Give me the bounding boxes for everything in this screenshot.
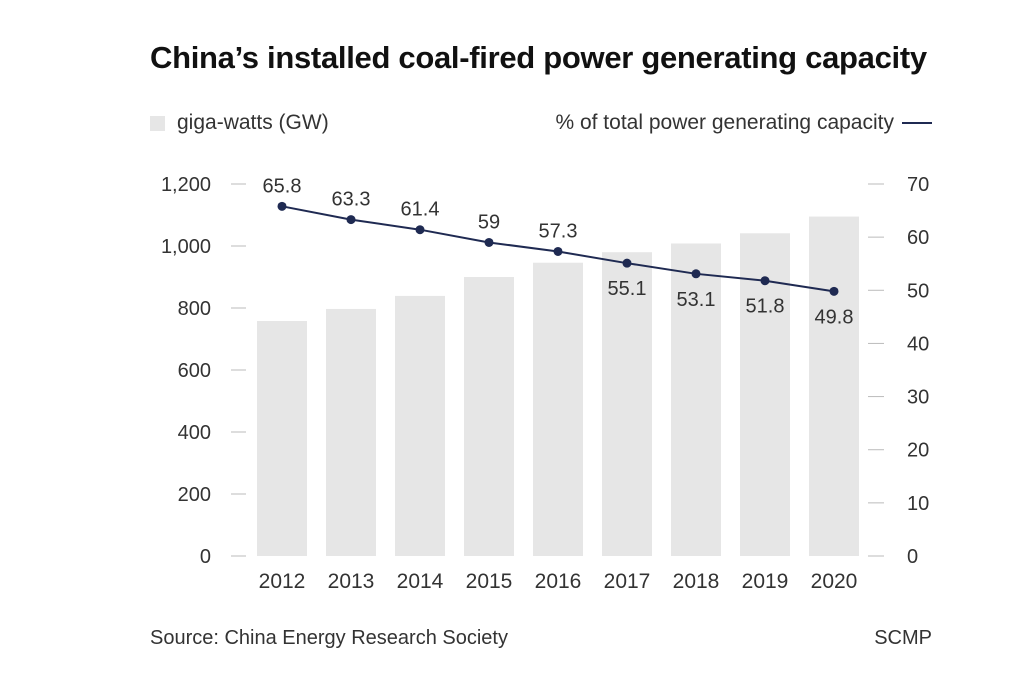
left-axis-tick-label: 600: [178, 360, 211, 382]
bar-2015: [464, 277, 514, 556]
x-tick-label: 2012: [259, 570, 306, 593]
left-axis-tick-label: 1,200: [161, 174, 211, 196]
brand-credit: SCMP: [874, 627, 932, 649]
x-tick-label: 2013: [328, 570, 375, 593]
legend-line-swatch: [902, 122, 932, 124]
percent-point-2020: [829, 286, 839, 296]
legend-bars: giga-watts (GW): [150, 111, 329, 135]
percent-data-label: 65.8: [263, 175, 302, 197]
legend-line: % of total power generating capacity: [555, 111, 932, 135]
x-tick-label: 2016: [535, 570, 582, 593]
right-axis-tick-label: 60: [907, 227, 929, 249]
legend-line-label: % of total power generating capacity: [555, 111, 894, 134]
left-axis-tick-label: 200: [178, 484, 211, 506]
left-axis-tick-label: 800: [178, 298, 211, 320]
percent-point-2016: [553, 246, 563, 256]
left-axis-tick-label: 400: [178, 422, 211, 444]
percent-data-label: 55.1: [608, 278, 647, 300]
bar-2017: [602, 252, 652, 556]
percent-data-label: 59: [478, 211, 500, 233]
bar-2013: [326, 308, 376, 556]
legend-bars-label: giga-watts (GW): [177, 111, 329, 134]
percent-point-2012: [277, 201, 287, 211]
percent-data-label: 53.1: [677, 289, 716, 311]
right-axis-tick-label: 10: [907, 493, 929, 515]
percent-data-label: 51.8: [746, 296, 785, 318]
percent-point-2015: [484, 237, 494, 247]
right-axis-tick-label: 70: [907, 174, 929, 196]
bar-2016: [533, 262, 583, 556]
bar-2018: [671, 243, 721, 556]
percent-data-label: 57.3: [539, 220, 578, 242]
x-tick-label: 2014: [397, 570, 444, 593]
left-axis-tick-label: 0: [200, 546, 211, 568]
x-tick-label: 2015: [466, 570, 513, 593]
x-tick-label: 2019: [742, 570, 789, 593]
percent-data-label: 49.8: [815, 306, 854, 328]
percent-data-label: 63.3: [332, 189, 371, 211]
left-axis-tick-label: 1,000: [161, 236, 211, 258]
right-axis-tick-label: 0: [907, 546, 918, 568]
percent-point-2014: [415, 225, 425, 235]
bar-2012: [257, 321, 307, 556]
bar-2019: [740, 233, 790, 557]
x-tick-label: 2018: [673, 570, 720, 593]
right-axis-tick-label: 40: [907, 333, 929, 355]
x-tick-label: 2020: [811, 570, 858, 593]
legend-bar-swatch: [150, 115, 165, 131]
percent-point-2013: [346, 215, 356, 225]
chart-title: China’s installed coal-fired power gener…: [150, 40, 927, 75]
x-tick-label: 2017: [604, 570, 651, 593]
percent-point-2017: [622, 258, 632, 268]
percent-data-label: 61.4: [401, 199, 440, 221]
right-axis-tick-label: 50: [907, 280, 929, 302]
percent-point-2018: [691, 269, 701, 279]
bar-2014: [395, 295, 445, 556]
bar-2020: [809, 216, 859, 557]
percent-point-2019: [760, 276, 770, 286]
right-axis-tick-label: 20: [907, 440, 929, 462]
right-axis-tick-label: 30: [907, 387, 929, 409]
source-note: Source: China Energy Research Society: [150, 627, 508, 649]
